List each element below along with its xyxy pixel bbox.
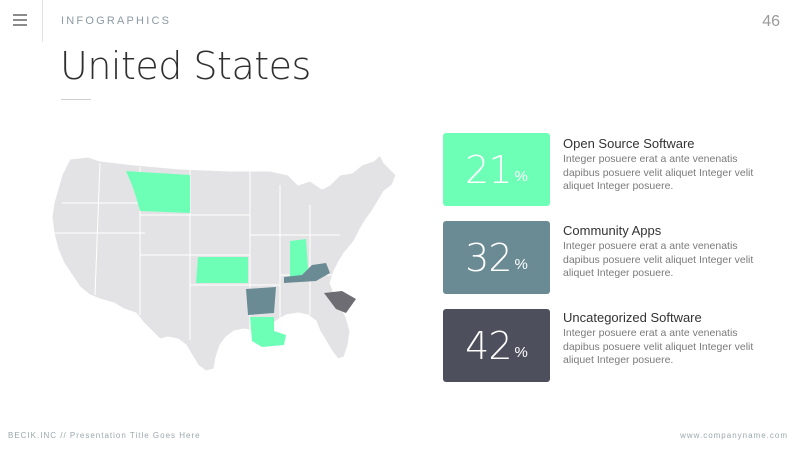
- stat-unit: %: [514, 168, 528, 185]
- stat-title-open-source: Open Source Software: [563, 136, 695, 151]
- footer-company: BECIK.INC // Presentation Title Goes Her…: [8, 431, 201, 440]
- stat-description-uncategorized: Integer posuere erat a ante venenatis da…: [563, 327, 754, 366]
- stat-box-open-source: 21%: [443, 133, 550, 206]
- stat-unit: %: [514, 256, 528, 273]
- stat-value: 21: [465, 147, 512, 192]
- footer-website-link[interactable]: www.companyname.com: [680, 431, 788, 440]
- title-underline: [61, 99, 91, 100]
- page-number: 46: [762, 13, 780, 30]
- state-arkansas: [246, 287, 276, 315]
- page-title: United States: [60, 44, 311, 88]
- state-louisiana: [250, 317, 286, 347]
- menu-icon[interactable]: [13, 14, 27, 26]
- stat-title-community-apps: Community Apps: [563, 223, 662, 238]
- state-kentucky: [284, 263, 330, 283]
- stat-unit: %: [514, 344, 528, 361]
- stat-title-uncategorized: Uncategorized Software: [563, 310, 702, 325]
- stat-box-uncategorized: 42%: [443, 309, 550, 382]
- stat-description-community-apps: Integer posuere erat a ante venenatis da…: [563, 240, 754, 279]
- state-indiana: [290, 239, 308, 277]
- stat-box-community-apps: 32%: [443, 221, 550, 294]
- header-divider: [42, 0, 43, 42]
- state-kansas: [196, 257, 248, 283]
- section-label: INFOGRAPHICS: [61, 15, 172, 27]
- state-south-carolina: [324, 291, 356, 313]
- stat-value: 32: [465, 235, 512, 280]
- state-montana: [126, 171, 190, 213]
- us-map: [51, 154, 397, 372]
- stat-description-open-source: Integer posuere erat a ante venenatis da…: [563, 153, 754, 192]
- stat-value: 42: [465, 323, 512, 368]
